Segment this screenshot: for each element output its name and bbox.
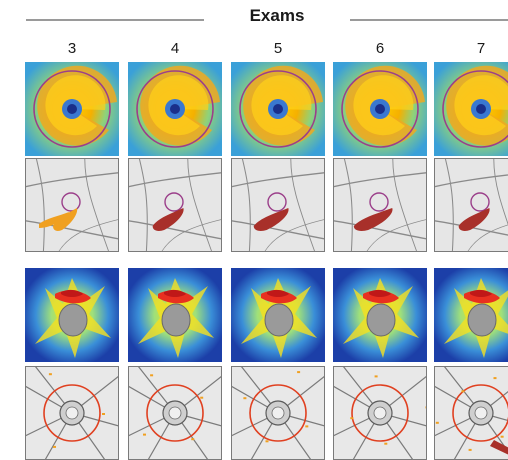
disc-thickness-map-exam-5: [231, 268, 325, 362]
header-rule-right: [350, 19, 508, 21]
disc-fundus-change-exam-3: [25, 366, 119, 460]
macular-fundus-change-exam-5: [231, 158, 325, 252]
exam-label-4: 4: [170, 40, 180, 57]
macular-fundus-change-exam-7: [434, 158, 508, 252]
header-rule-left: [26, 19, 204, 21]
exam-label-7: 7: [476, 40, 486, 57]
macular-thickness-map-exam-7: [434, 62, 508, 156]
disc-fundus-change-exam-7: [434, 366, 508, 460]
macular-thickness-map-exam-3: [25, 62, 119, 156]
exam-label-3: 3: [67, 40, 77, 57]
macular-fundus-change-exam-6: [333, 158, 427, 252]
macular-fundus-change-exam-4: [128, 158, 222, 252]
disc-fundus-change-exam-5: [231, 366, 325, 460]
exams-title: Exams: [249, 6, 305, 25]
macular-thickness-map-exam-6: [333, 62, 427, 156]
exam-label-5: 5: [273, 40, 283, 57]
disc-thickness-map-exam-7: [434, 268, 508, 362]
exam-label-6: 6: [375, 40, 385, 57]
disc-thickness-map-exam-4: [128, 268, 222, 362]
disc-thickness-map-exam-6: [333, 268, 427, 362]
disc-thickness-map-exam-3: [25, 268, 119, 362]
macular-fundus-change-exam-3: [25, 158, 119, 252]
macular-thickness-map-exam-4: [128, 62, 222, 156]
disc-fundus-change-exam-6: [333, 366, 427, 460]
macular-thickness-map-exam-5: [231, 62, 325, 156]
disc-fundus-change-exam-4: [128, 366, 222, 460]
